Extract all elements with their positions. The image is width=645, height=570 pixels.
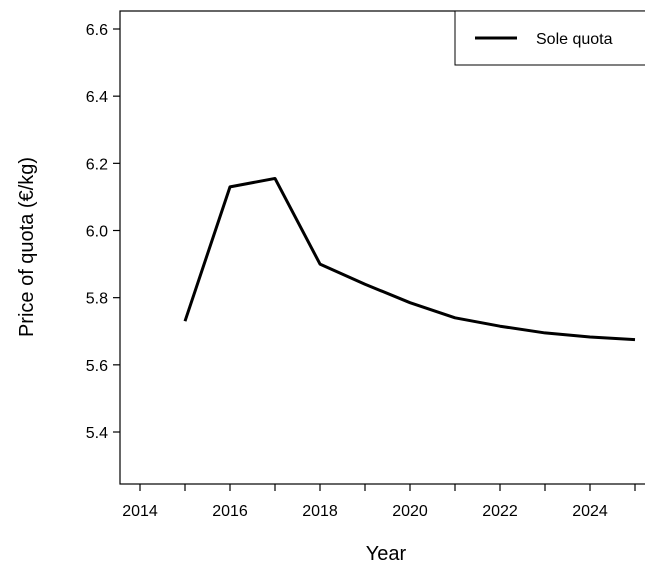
legend: Sole quota [454,10,645,66]
series-line-sole-quota [183,176,636,342]
y-tick-label: 5.4 [86,425,108,442]
x-axis: 2014 2016 2018 2020 2022 2024 [122,484,636,520]
x-tick-label: 2018 [302,503,338,520]
x-tick-label: 2016 [212,503,248,520]
x-tick-label: 2020 [392,503,428,520]
y-tick-label: 5.6 [86,358,108,375]
x-tick-label: 2024 [572,503,608,520]
series-layer [183,176,636,342]
y-axis: 5.4 5.6 5.8 6.0 6.2 6.4 6.6 [86,22,120,442]
plot-frame [119,10,645,485]
y-tick-label: 6.4 [86,89,108,106]
y-tick-label: 5.8 [86,291,108,308]
y-axis-title: Price of quota (€/kg) [16,157,38,337]
y-tick-label: 6.0 [86,224,108,241]
x-tick-label: 2022 [482,503,518,520]
x-axis-title: Year [366,543,407,565]
x-tick-label: 2014 [122,503,158,520]
legend-label-sole-quota: Sole quota [536,31,613,48]
y-tick-label: 6.2 [86,156,108,173]
y-tick-label: 6.6 [86,22,108,39]
